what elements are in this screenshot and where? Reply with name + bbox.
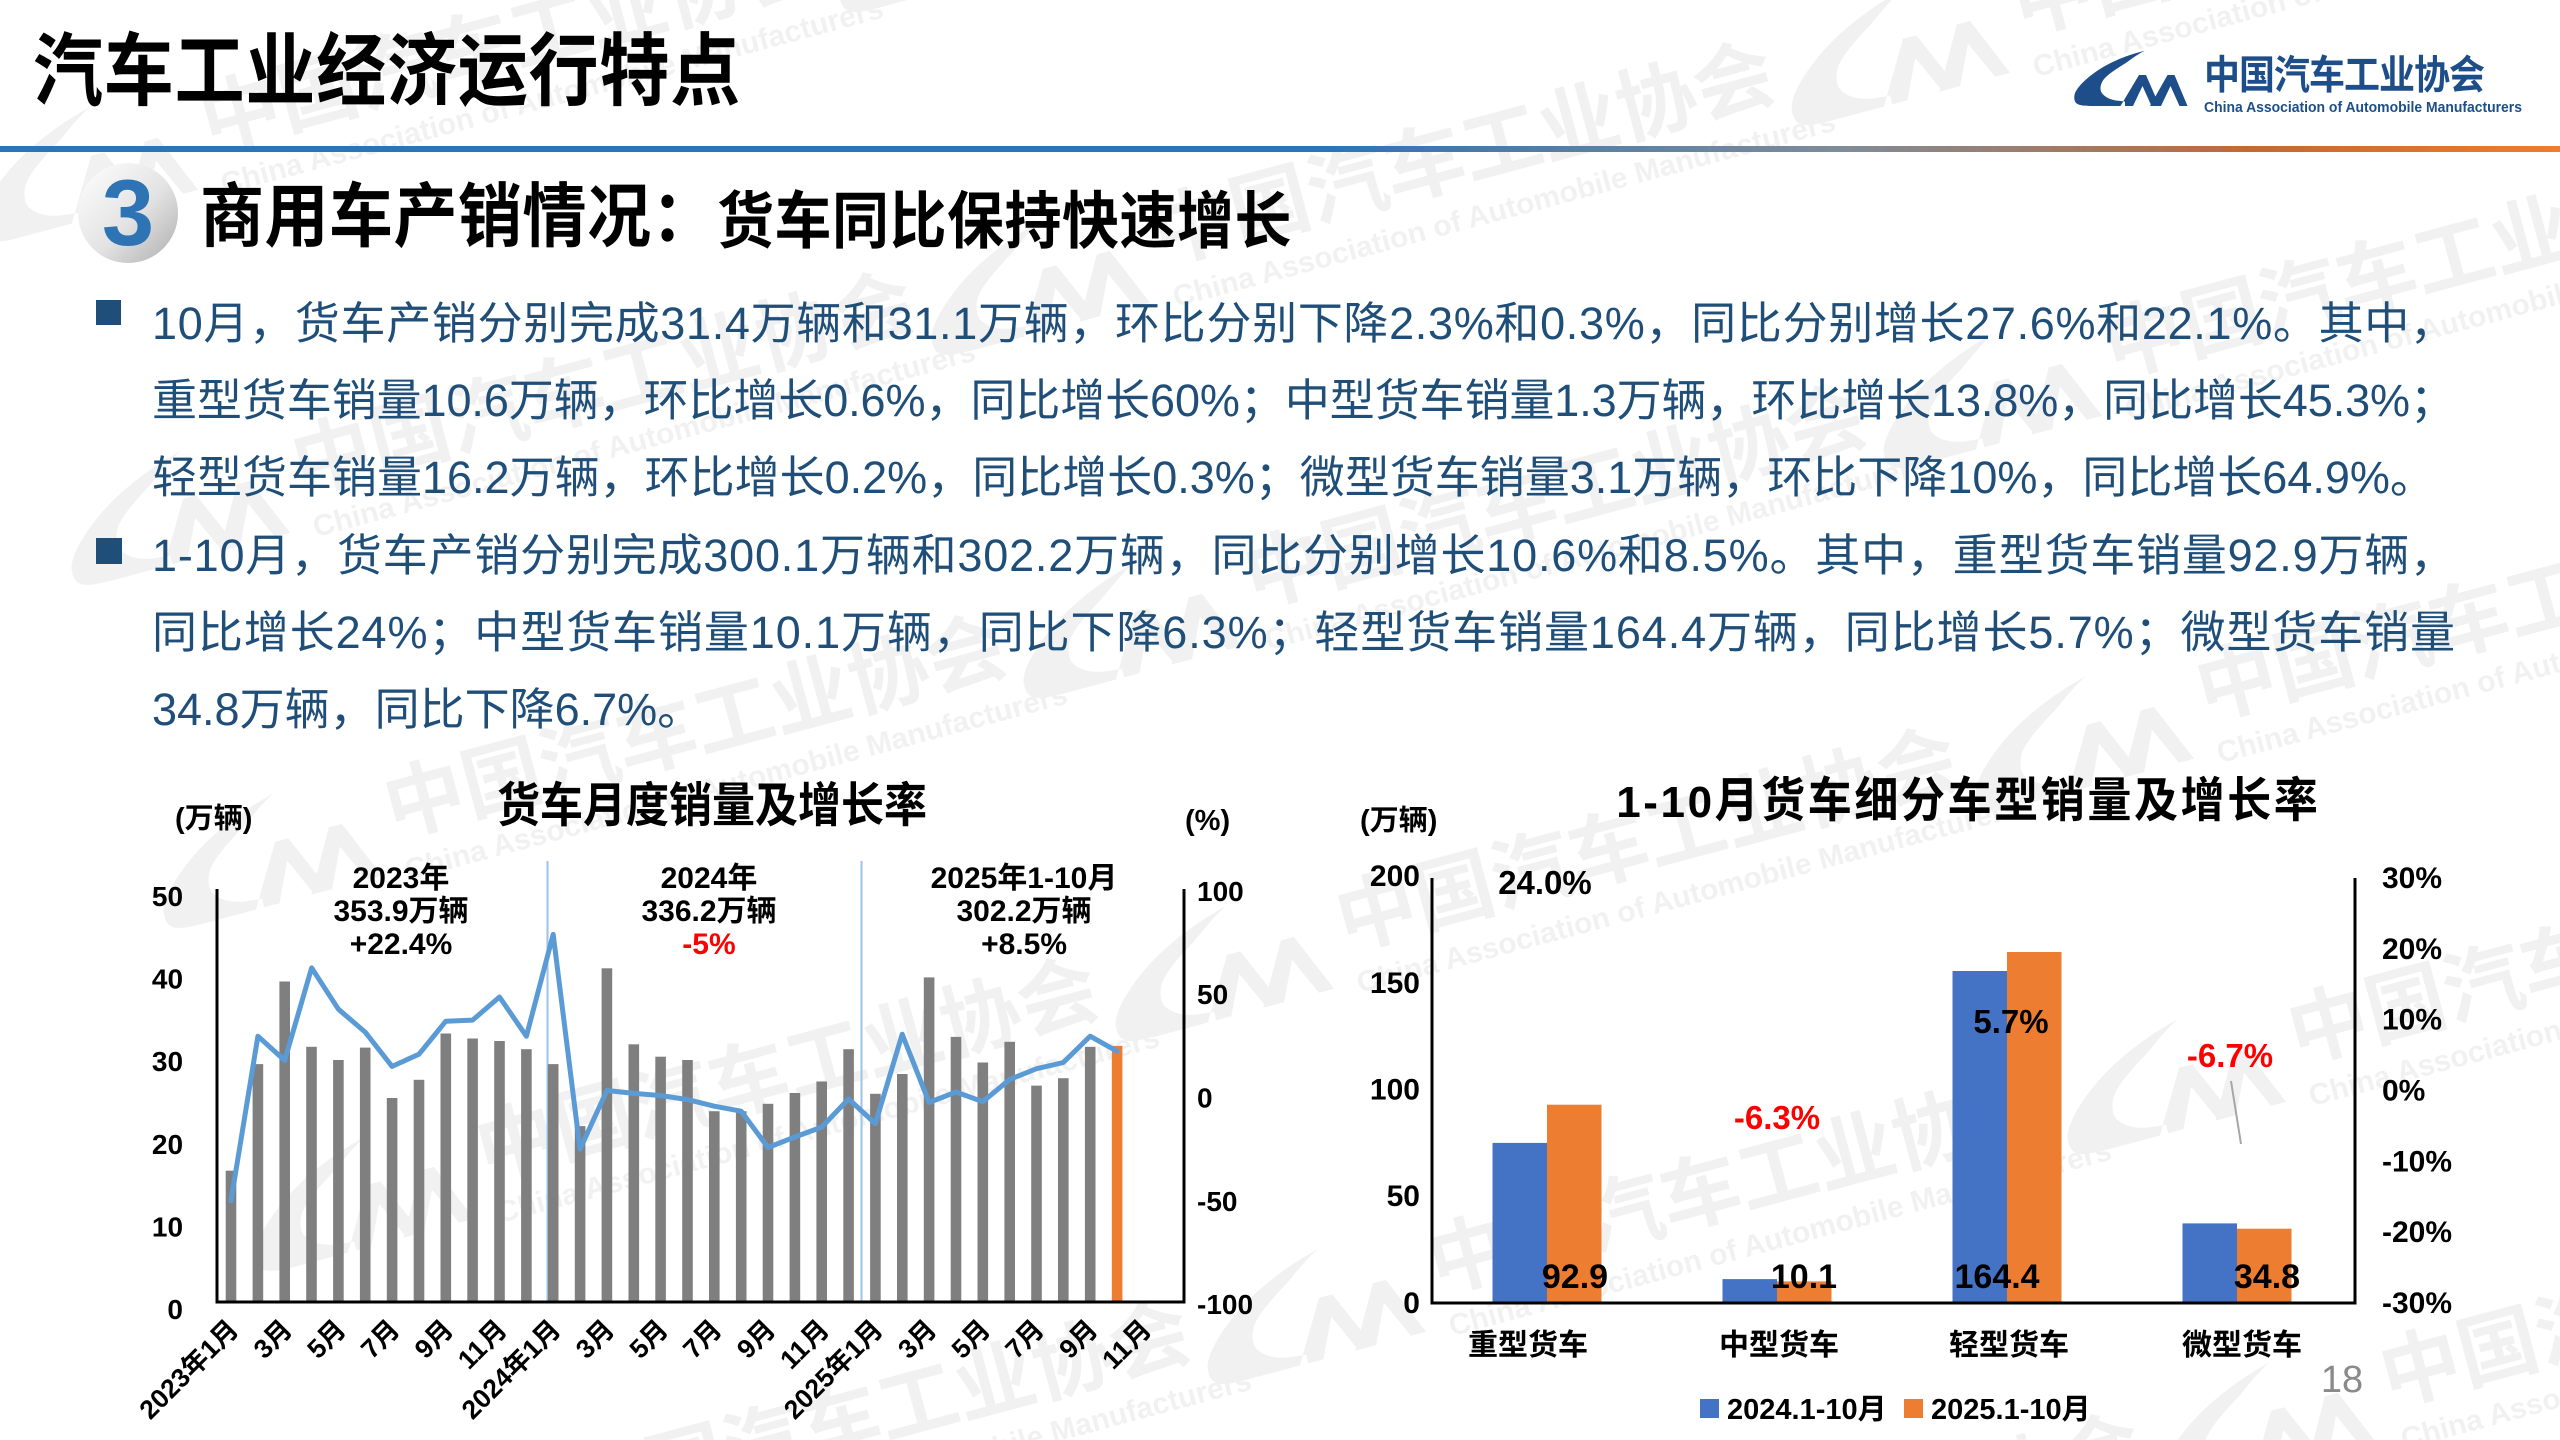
svg-text:0.6%: 0.6% [823, 375, 925, 426]
svg-text:10%: 10% [2382, 1004, 2442, 1037]
svg-text:2023: 2023 [353, 862, 420, 895]
svg-text:16.2: 16.2 [422, 452, 510, 503]
svg-text:34.8: 34.8 [2234, 1258, 2300, 1296]
svg-text:336.2: 336.2 [642, 895, 717, 928]
svg-text:92.9: 92.9 [2228, 530, 2319, 581]
svg-text:27.6%: 27.6% [1965, 298, 2096, 349]
svg-text:50: 50 [152, 881, 183, 912]
svg-text:6.3%: 6.3% [1162, 607, 1268, 658]
svg-text:1-10: 1-10 [1616, 778, 1714, 827]
svg-text:100: 100 [1197, 876, 1244, 907]
svg-text:50: 50 [1197, 979, 1228, 1010]
svg-text:64.9%: 64.9% [2262, 452, 2390, 503]
svg-text:-6.7%: -6.7% [2187, 1037, 2273, 1074]
svg-text:): ) [243, 803, 253, 835]
svg-text:5.7%: 5.7% [2028, 607, 2134, 658]
svg-text:+22.4%: +22.4% [350, 928, 453, 961]
svg-text:100: 100 [1370, 1074, 1420, 1107]
svg-text:-20%: -20% [2382, 1216, 2452, 1249]
svg-text:30%: 30% [2382, 862, 2442, 895]
svg-text:164.4: 164.4 [1590, 607, 1707, 658]
svg-text:24.0%: 24.0% [1498, 864, 1592, 901]
svg-text:18: 18 [2321, 1359, 2363, 1401]
svg-text:20%: 20% [2382, 933, 2442, 966]
svg-text:10.6: 10.6 [422, 375, 509, 426]
svg-text:92.9: 92.9 [1542, 1258, 1608, 1296]
svg-text:24%: 24% [336, 607, 429, 658]
svg-text:2024: 2024 [661, 862, 728, 895]
svg-text:150: 150 [1370, 967, 1420, 1000]
svg-text:+8.5%: +8.5% [981, 928, 1067, 961]
svg-text:302.2: 302.2 [957, 530, 1074, 581]
svg-text:10.1: 10.1 [750, 607, 841, 658]
svg-text:31.1: 31.1 [888, 298, 978, 349]
svg-text:300.1: 300.1 [703, 530, 820, 581]
svg-text:1-10: 1-10 [1027, 862, 1087, 895]
svg-text:10.1: 10.1 [1771, 1258, 1837, 1296]
svg-text:8.5%: 8.5% [1664, 530, 1770, 581]
svg-text:2.3%: 2.3% [1389, 298, 1494, 349]
svg-text:2025.1-10: 2025.1-10 [1931, 1394, 2062, 1426]
svg-text:(%): (%) [1185, 805, 1230, 837]
svg-text:200: 200 [1370, 860, 1420, 893]
svg-text:45.3%: 45.3% [2283, 375, 2410, 426]
svg-text:(: ( [1360, 805, 1370, 837]
svg-text:20: 20 [152, 1129, 183, 1160]
svg-text:1.3: 1.3 [1554, 375, 1616, 426]
svg-text:302.2: 302.2 [957, 895, 1032, 928]
svg-text:0.2%: 0.2% [825, 452, 928, 503]
svg-text:6.7%: 6.7% [555, 684, 658, 735]
svg-text:China Association of Automobil: China Association of Automobile Manufact… [2204, 100, 2522, 116]
svg-text:2025: 2025 [931, 862, 998, 895]
svg-text:0: 0 [1197, 1083, 1213, 1114]
svg-text:60%: 60% [1150, 375, 1240, 426]
svg-text:0.3%: 0.3% [1152, 452, 1255, 503]
svg-text:13.8%: 13.8% [1931, 375, 2058, 426]
svg-text:0: 0 [1403, 1287, 1420, 1320]
svg-text:40: 40 [152, 964, 183, 995]
svg-text:3.1: 3.1 [1570, 452, 1633, 503]
svg-text:(: ( [175, 803, 185, 835]
svg-text:-50: -50 [1197, 1186, 1237, 1217]
svg-text:): ) [1428, 805, 1438, 837]
svg-text:50: 50 [1387, 1180, 1420, 1213]
svg-text:2024.1-10: 2024.1-10 [1727, 1394, 1858, 1426]
svg-text:-10%: -10% [2382, 1145, 2452, 1178]
svg-text:-5%: -5% [682, 928, 735, 961]
svg-text:0.3%: 0.3% [1540, 298, 1645, 349]
svg-text:-6.3%: -6.3% [1734, 1099, 1820, 1136]
svg-text:10.6%: 10.6% [1486, 530, 1618, 581]
svg-text:30: 30 [152, 1046, 183, 1077]
svg-text:0%: 0% [2382, 1075, 2425, 1108]
svg-text:34.8: 34.8 [152, 684, 240, 735]
svg-text:164.4: 164.4 [1955, 1258, 2040, 1296]
svg-text:31.4: 31.4 [660, 298, 750, 349]
svg-text:10: 10 [152, 298, 203, 349]
svg-text:0: 0 [167, 1294, 183, 1325]
svg-text:10%: 10% [1947, 452, 2037, 503]
svg-text:-100: -100 [1197, 1289, 1253, 1320]
svg-text:5.7%: 5.7% [1973, 1003, 2048, 1040]
svg-text:353.9: 353.9 [334, 895, 409, 928]
svg-text:3: 3 [102, 160, 154, 265]
svg-text:10: 10 [152, 1211, 183, 1242]
svg-text:1-10: 1-10 [152, 530, 245, 581]
svg-text:-30%: -30% [2382, 1287, 2452, 1320]
svg-text:22.1%: 22.1% [2142, 298, 2273, 349]
